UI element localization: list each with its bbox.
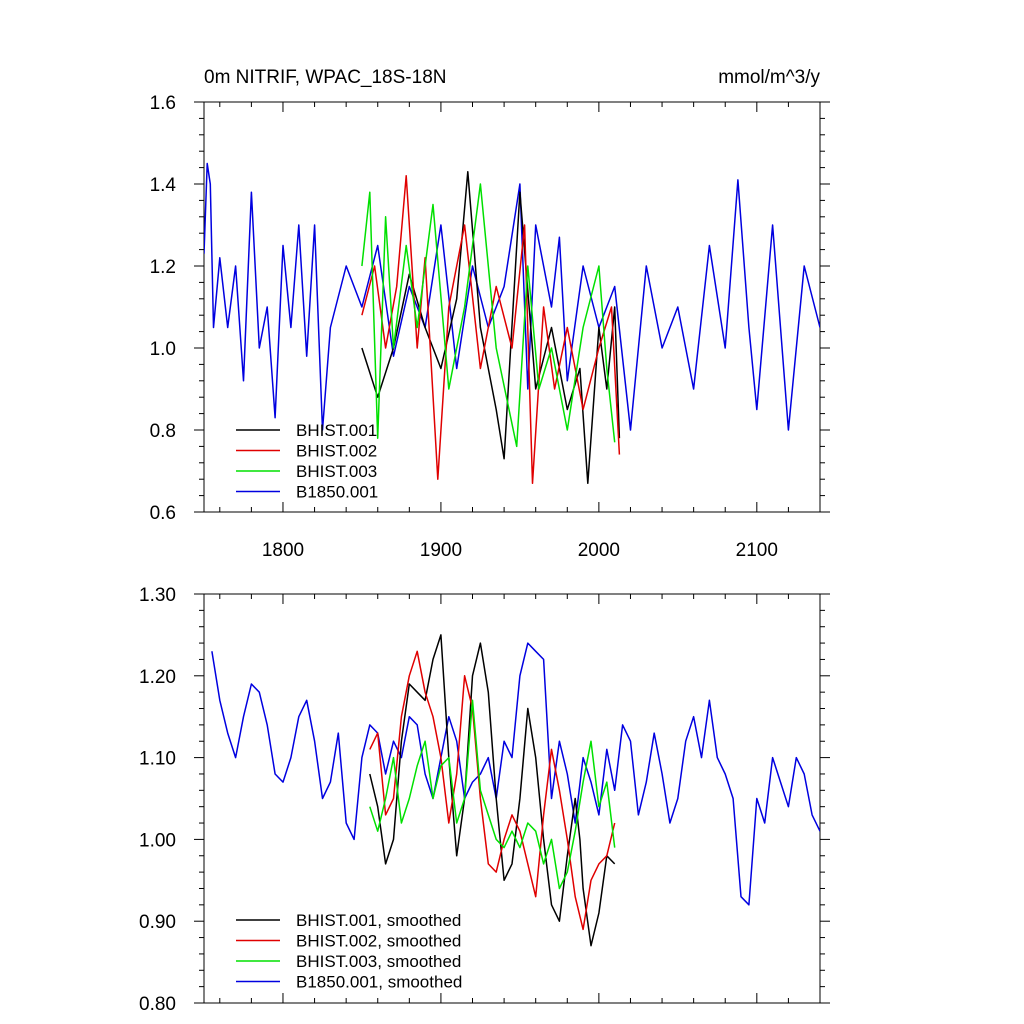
series-line-bhist-003-smoothed (369, 699, 616, 890)
x-tick-label: 2000 (578, 540, 620, 561)
plot-frame (203, 593, 821, 1004)
series-line-bhist-003 (361, 183, 616, 448)
legend-label: BHIST.002 (296, 442, 377, 461)
legend-label: B1850.001, smoothed (296, 973, 462, 992)
y-tick-label: 1.20 (139, 667, 176, 688)
legend-label: BHIST.002, smoothed (296, 932, 461, 951)
plot-frame (203, 101, 821, 513)
series-line-bhist-002-smoothed (369, 650, 616, 931)
legend-label: BHIST.001 (296, 421, 377, 440)
y-tick-label: 1.10 (139, 749, 176, 770)
legend-label: B1850.001 (296, 483, 378, 502)
top-panel: 1800 1900 2000 2100 0.6 0.8 1.0 1.2 1.4 1.6 BHIST.… (150, 93, 830, 561)
x-tick-label: 2100 (736, 540, 778, 561)
series-line-bhist-002 (361, 175, 621, 485)
series-line-bhist-001-smoothed (369, 634, 616, 947)
units-label: mmol/m^3/y (718, 67, 820, 88)
legend-label: BHIST.003 (296, 462, 377, 481)
series-line-b1850-001-smoothed (211, 642, 820, 906)
y-tick-label: 1.30 (139, 585, 176, 606)
y-tick-label: 0.90 (139, 912, 176, 933)
y-tick-label: 0.6 (150, 503, 176, 524)
series-line-b1850-001 (204, 162, 820, 431)
x-tick-label: 1900 (420, 540, 462, 561)
y-tick-label: 1.6 (150, 93, 176, 114)
bottom-panel: 0.80 0.90 1.00 1.10 1.20 1.30 BHIST.001, smoot… (139, 585, 830, 1015)
y-tick-label: 1.00 (139, 830, 176, 851)
legend-label: BHIST.001, smoothed (296, 911, 461, 930)
legend-label: BHIST.003, smoothed (296, 952, 461, 971)
y-tick-label: 1.4 (150, 175, 177, 196)
y-tick-label: 0.80 (139, 994, 176, 1015)
y-tick-label: 1.0 (150, 339, 176, 360)
x-tick-label: 1800 (262, 540, 304, 561)
y-tick-label: 1.2 (150, 257, 176, 278)
chart-title: 0m NITRIF, WPAC_18S-18N (204, 67, 446, 88)
series-line-bhist-001 (361, 170, 621, 485)
y-tick-label: 0.8 (150, 421, 176, 442)
